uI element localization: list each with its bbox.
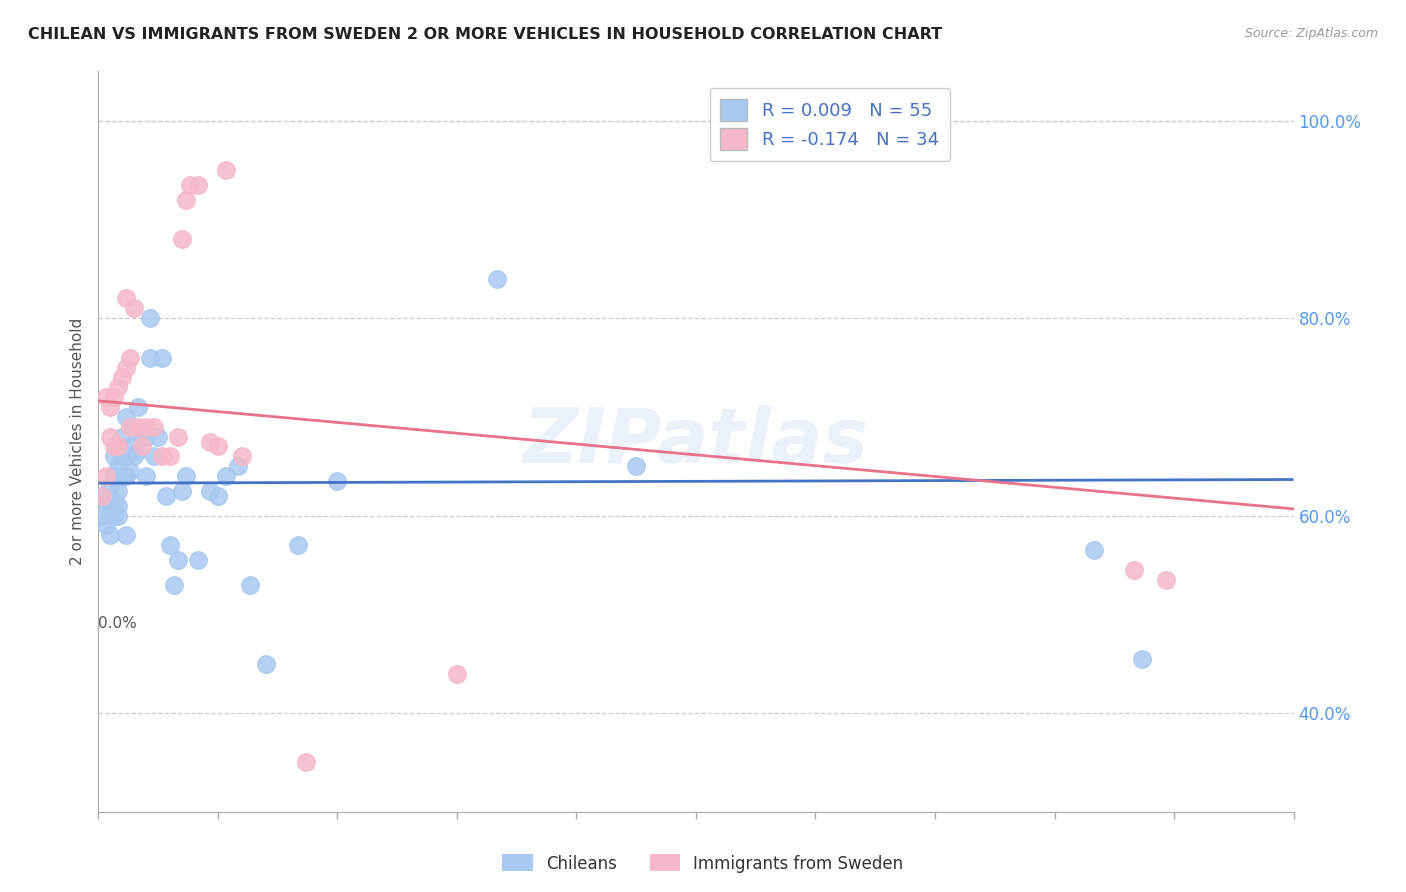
Point bbox=[1083, 543, 1105, 558]
Point bbox=[187, 178, 209, 192]
Point bbox=[239, 577, 262, 591]
Point bbox=[127, 444, 149, 458]
Point bbox=[135, 429, 157, 443]
Point bbox=[103, 440, 125, 454]
Point bbox=[1123, 563, 1146, 577]
Point bbox=[120, 464, 142, 478]
Point bbox=[103, 469, 125, 483]
Point bbox=[139, 351, 162, 365]
Point bbox=[115, 360, 138, 375]
Point bbox=[98, 400, 122, 414]
Point bbox=[179, 178, 201, 192]
Point bbox=[96, 493, 118, 508]
Point bbox=[155, 489, 177, 503]
Point bbox=[115, 409, 138, 424]
Point bbox=[131, 429, 153, 443]
Point bbox=[115, 528, 138, 542]
Text: 0.0%: 0.0% bbox=[98, 615, 138, 631]
Point bbox=[215, 163, 238, 178]
Point bbox=[1154, 573, 1177, 587]
Point bbox=[294, 756, 316, 770]
Point bbox=[124, 419, 146, 434]
Point bbox=[103, 508, 125, 523]
Point bbox=[174, 469, 197, 483]
Point bbox=[103, 390, 125, 404]
Point bbox=[174, 193, 197, 207]
Point bbox=[135, 469, 157, 483]
Legend: Chileans, Immigrants from Sweden: Chileans, Immigrants from Sweden bbox=[496, 847, 910, 880]
Point bbox=[107, 380, 129, 394]
Point bbox=[287, 538, 309, 552]
Point bbox=[98, 528, 122, 542]
Point bbox=[124, 301, 146, 316]
Point bbox=[98, 429, 122, 443]
Point bbox=[198, 434, 221, 449]
Point bbox=[115, 469, 138, 483]
Point bbox=[207, 440, 229, 454]
Point bbox=[172, 232, 194, 246]
Point bbox=[143, 450, 166, 464]
Text: CHILEAN VS IMMIGRANTS FROM SWEDEN 2 OR MORE VEHICLES IN HOUSEHOLD CORRELATION CH: CHILEAN VS IMMIGRANTS FROM SWEDEN 2 OR M… bbox=[28, 27, 942, 42]
Point bbox=[115, 450, 138, 464]
Point bbox=[167, 553, 190, 567]
Point bbox=[1130, 651, 1153, 665]
Point bbox=[91, 489, 114, 503]
Point bbox=[98, 479, 122, 493]
Point bbox=[143, 419, 166, 434]
Point bbox=[120, 440, 142, 454]
Point bbox=[215, 469, 238, 483]
Point bbox=[103, 450, 125, 464]
Point bbox=[120, 351, 142, 365]
Point bbox=[198, 483, 221, 498]
Point bbox=[107, 499, 129, 513]
Point bbox=[167, 429, 190, 443]
Point bbox=[127, 400, 149, 414]
Point bbox=[107, 459, 129, 474]
Point bbox=[207, 489, 229, 503]
Point bbox=[226, 459, 249, 474]
Point bbox=[96, 469, 118, 483]
Point bbox=[96, 390, 118, 404]
Point bbox=[254, 657, 277, 671]
Point bbox=[485, 271, 508, 285]
Point bbox=[172, 483, 194, 498]
Point bbox=[187, 553, 209, 567]
Point bbox=[159, 538, 181, 552]
Point bbox=[111, 429, 134, 443]
Point bbox=[111, 469, 134, 483]
Point bbox=[115, 292, 138, 306]
Point bbox=[150, 450, 173, 464]
Point bbox=[124, 450, 146, 464]
Point bbox=[231, 450, 253, 464]
Point bbox=[107, 440, 129, 454]
Point bbox=[148, 429, 170, 443]
Point bbox=[135, 419, 157, 434]
Point bbox=[131, 440, 153, 454]
Point bbox=[107, 483, 129, 498]
Y-axis label: 2 or more Vehicles in Household: 2 or more Vehicles in Household bbox=[69, 318, 84, 566]
Legend: R = 0.009   N = 55, R = -0.174   N = 34: R = 0.009 N = 55, R = -0.174 N = 34 bbox=[710, 87, 950, 161]
Text: ZIPatlas: ZIPatlas bbox=[523, 405, 869, 478]
Point bbox=[159, 450, 181, 464]
Point bbox=[91, 508, 114, 523]
Point bbox=[107, 508, 129, 523]
Point bbox=[91, 489, 114, 503]
Point bbox=[326, 474, 349, 488]
Point bbox=[120, 419, 142, 434]
Point bbox=[446, 666, 468, 681]
Point bbox=[111, 370, 134, 384]
Point bbox=[98, 503, 122, 517]
Point bbox=[127, 419, 149, 434]
Point bbox=[626, 459, 648, 474]
Text: Source: ZipAtlas.com: Source: ZipAtlas.com bbox=[1244, 27, 1378, 40]
Point bbox=[96, 518, 118, 533]
Point bbox=[103, 493, 125, 508]
Point bbox=[139, 311, 162, 326]
Point bbox=[150, 351, 173, 365]
Point bbox=[111, 450, 134, 464]
Point bbox=[163, 577, 186, 591]
